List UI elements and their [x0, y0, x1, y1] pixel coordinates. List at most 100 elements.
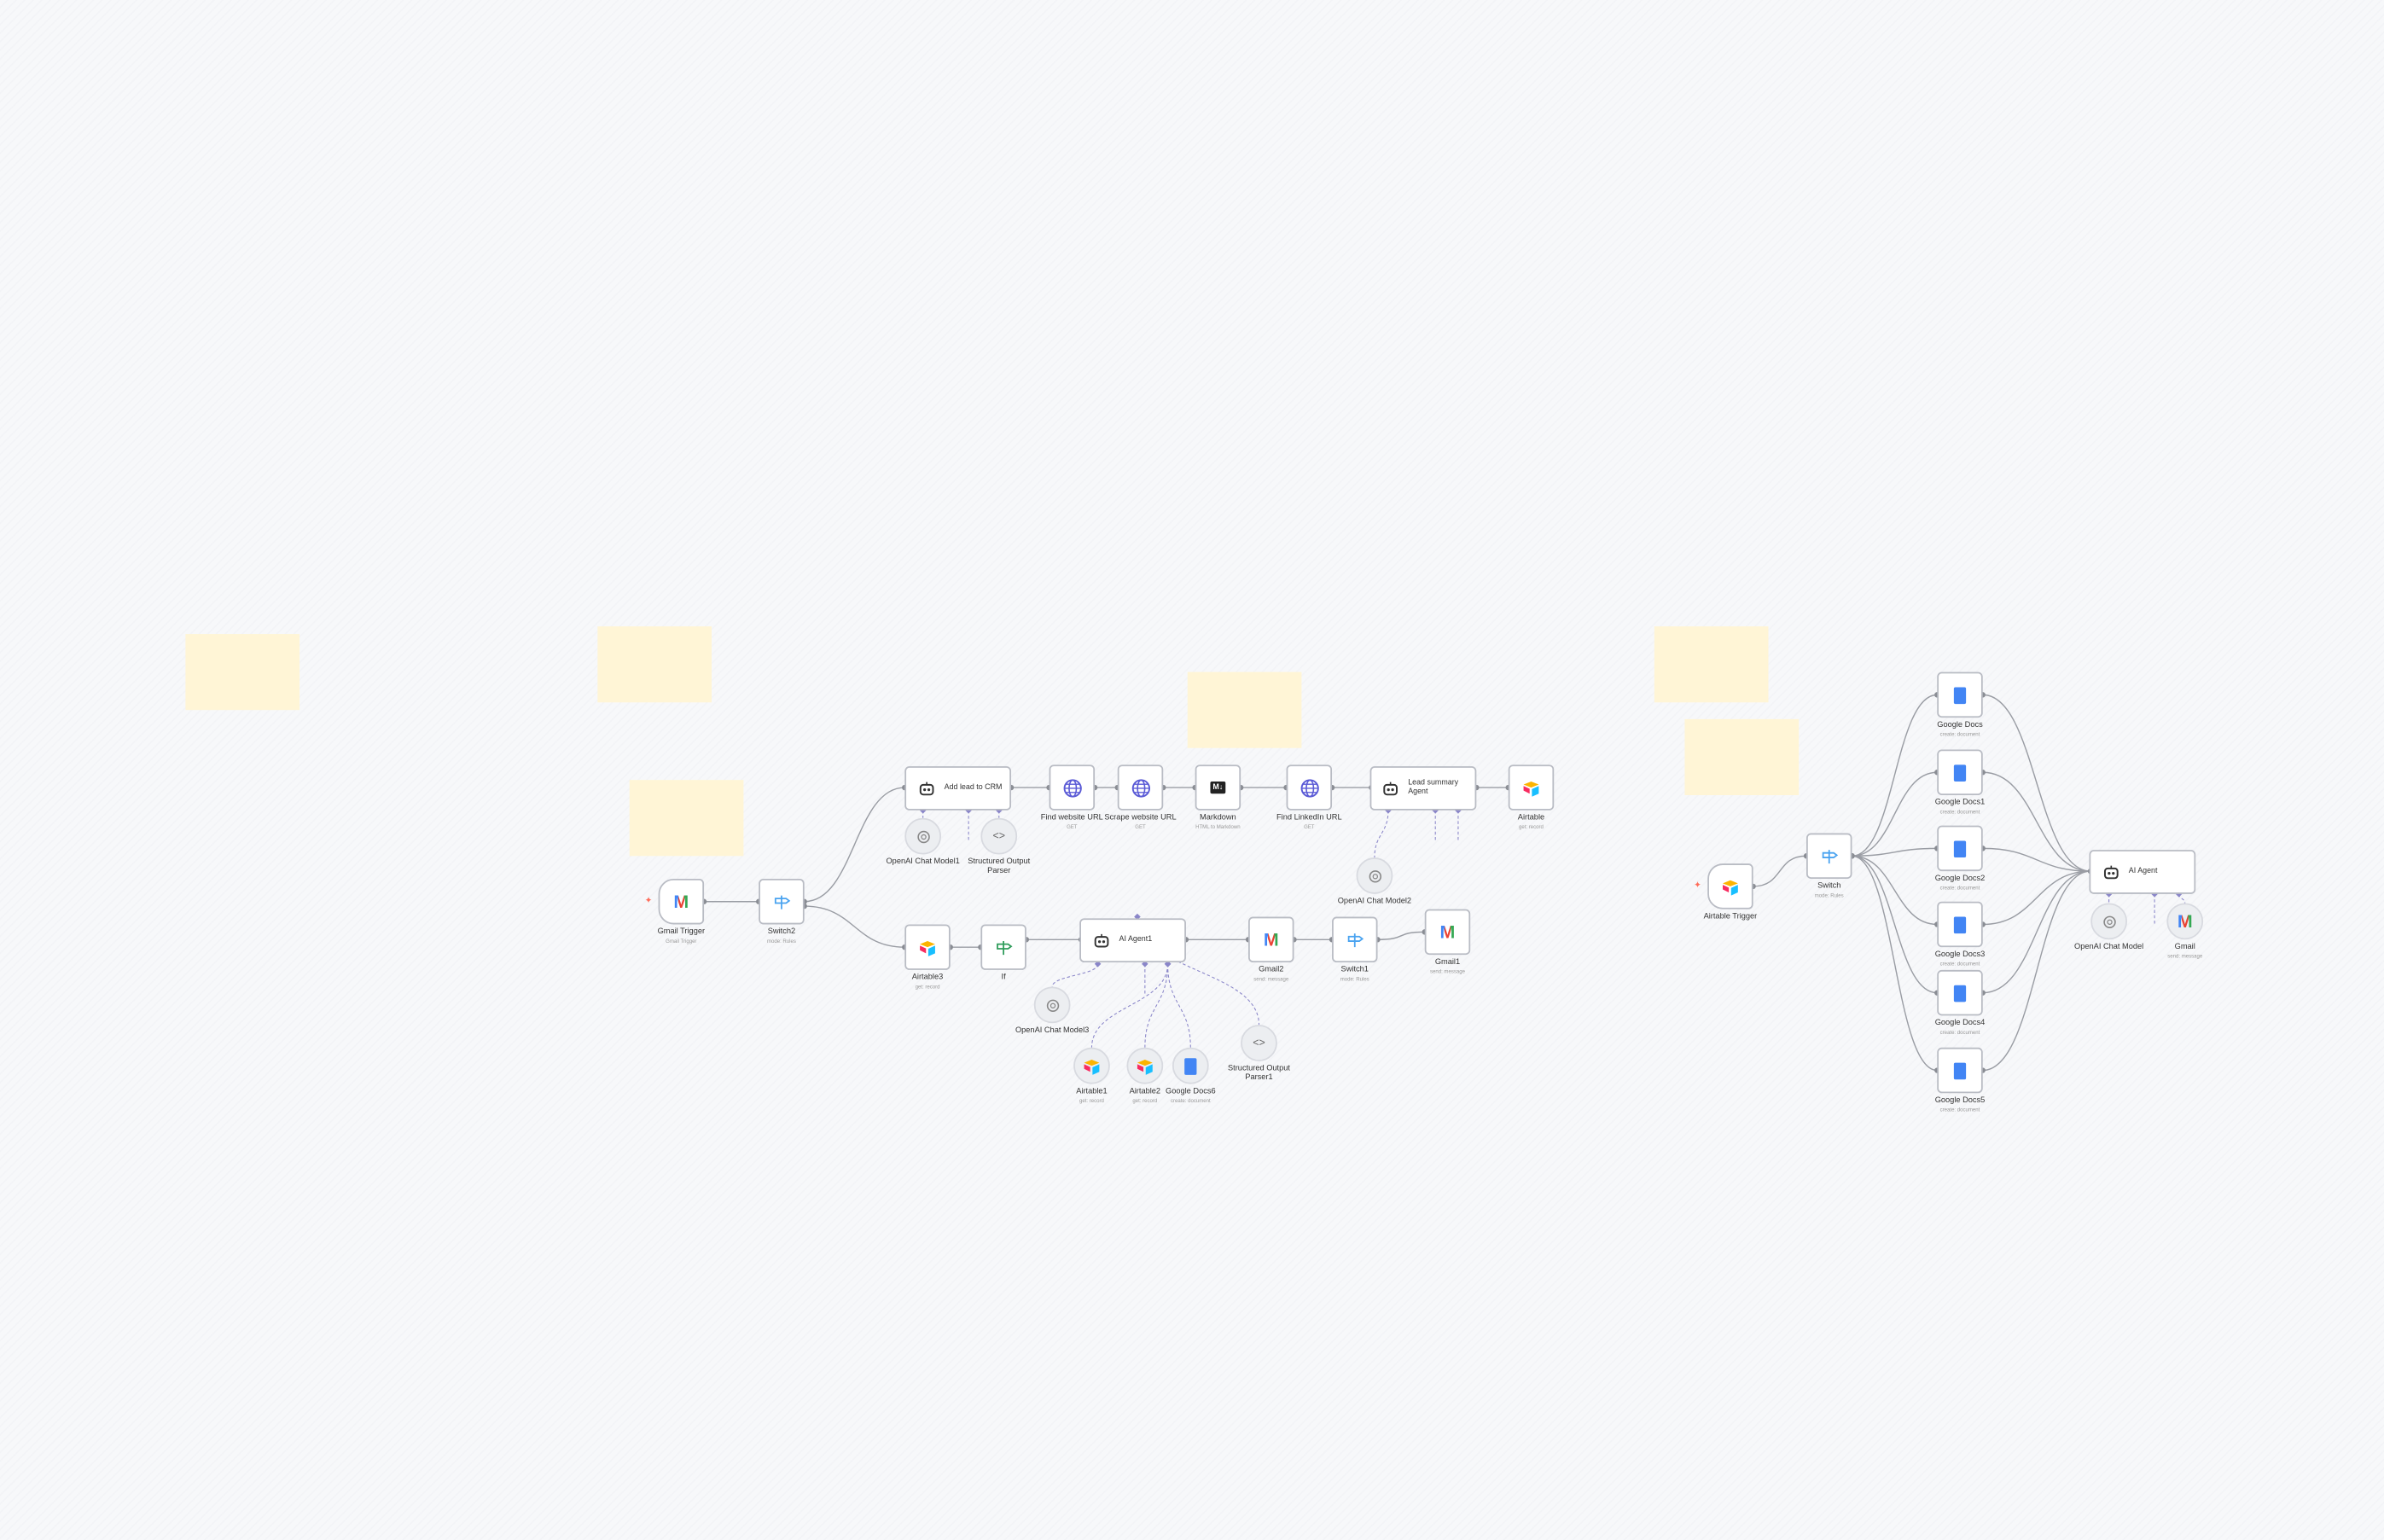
- airtable-icon: [1521, 777, 1542, 799]
- node-title: Lead summary Agent: [1408, 778, 1459, 797]
- ai-port-handle[interactable]: [1142, 961, 1148, 968]
- node-google-docs3[interactable]: [1937, 901, 1983, 948]
- node-google-docs[interactable]: [1937, 671, 1983, 718]
- ai-connection[interactable]: [1167, 963, 1191, 1048]
- airtable-icon: [1719, 875, 1741, 897]
- node-label: Airtable: [1517, 813, 1545, 823]
- connection[interactable]: [1852, 771, 1938, 857]
- node-add-lead-to-crm[interactable]: Add lead to CRM: [904, 765, 1012, 810]
- node-subtitle: get: record: [1519, 823, 1544, 830]
- connection[interactable]: [1753, 855, 1807, 887]
- node-subtitle: create: document: [1939, 1029, 1980, 1036]
- google-docs-icon: [1950, 684, 1971, 706]
- connection[interactable]: [1852, 855, 1938, 1072]
- airtable-icon: [1081, 1055, 1102, 1077]
- google-docs-icon: [1950, 762, 1971, 783]
- node-label: If: [1001, 973, 1006, 983]
- ai-port-handle[interactable]: [1094, 961, 1102, 968]
- node-gmail1[interactable]: M: [1424, 909, 1471, 956]
- connection[interactable]: [1982, 694, 2091, 872]
- sticky-note[interactable]: [1684, 718, 1800, 795]
- connection[interactable]: [804, 787, 905, 903]
- connection[interactable]: [1982, 870, 2091, 926]
- node-subtitle: GET: [1067, 823, 1078, 830]
- gmail-icon: M: [2177, 910, 2193, 933]
- connection[interactable]: [1982, 847, 2091, 872]
- node-switch1[interactable]: [1332, 916, 1378, 963]
- node-switch2[interactable]: [759, 878, 805, 925]
- connection[interactable]: [1852, 855, 1938, 994]
- connection[interactable]: [1982, 870, 2091, 994]
- node-label: Google Docs4: [1934, 1018, 1986, 1028]
- sticky-note[interactable]: [597, 626, 712, 703]
- node-google-docs6[interactable]: [1172, 1047, 1209, 1084]
- node-ai-agent[interactable]: AI Agent: [2089, 849, 2196, 893]
- node-label: Google Docs: [1937, 720, 1983, 730]
- node-if[interactable]: [980, 924, 1026, 970]
- node-find-website-url[interactable]: [1049, 764, 1096, 811]
- node-lead-summary-agent[interactable]: Lead summary Agent: [1369, 765, 1477, 810]
- connection[interactable]: [1982, 870, 2091, 1072]
- node-google-docs4[interactable]: [1937, 969, 1983, 1016]
- node-label: Structured Output Parser: [968, 857, 1031, 876]
- ai-port-handle[interactable]: [1164, 961, 1172, 968]
- connection[interactable]: [804, 905, 905, 948]
- sticky-note[interactable]: [1654, 626, 1769, 703]
- node-google-docs1[interactable]: [1937, 749, 1983, 795]
- sticky-note[interactable]: [1187, 671, 1302, 748]
- node-find-linkedin-url[interactable]: [1286, 764, 1333, 811]
- code-icon: <>: [992, 830, 1006, 842]
- node-airtable[interactable]: [1508, 764, 1555, 811]
- node-subtitle: create: document: [1939, 885, 1980, 892]
- openai-icon: [1042, 994, 1063, 1015]
- google-docs-icon: [1180, 1055, 1201, 1077]
- ai-connection[interactable]: [1051, 963, 1099, 987]
- airtable-icon: [1134, 1055, 1155, 1077]
- switch-icon: [770, 891, 792, 912]
- connection[interactable]: [1377, 931, 1425, 940]
- ai-connection[interactable]: [1144, 963, 1169, 1048]
- node-openai-chat-model2[interactable]: [1356, 857, 1393, 894]
- node-airtable-trigger[interactable]: [1707, 863, 1753, 909]
- node-switch[interactable]: [1806, 833, 1852, 879]
- connection[interactable]: [1852, 847, 1938, 857]
- node-label: Gmail: [2174, 942, 2195, 952]
- robot-icon: [916, 777, 937, 799]
- node-label: Switch1: [1340, 965, 1369, 975]
- node-structured-output-parser1[interactable]: <>: [1241, 1025, 1277, 1061]
- node-openai-chat-model1[interactable]: [904, 817, 942, 855]
- ai-connection[interactable]: [1137, 916, 1260, 1026]
- node-openai-chat-model3[interactable]: [1033, 986, 1071, 1024]
- google-docs-icon: [1950, 982, 1971, 1003]
- ai-connection[interactable]: [1090, 963, 1169, 1048]
- node-subtitle: get: record: [1132, 1097, 1158, 1104]
- globe-icon: [1299, 777, 1320, 799]
- connection[interactable]: [1982, 771, 2091, 872]
- sticky-note[interactable]: [629, 780, 744, 857]
- connection[interactable]: [1852, 694, 1938, 857]
- sticky-note[interactable]: [185, 634, 300, 711]
- node-structured-output-parser[interactable]: <>: [980, 817, 1018, 855]
- node-title: AI Agent1: [1119, 934, 1153, 944]
- node-gmail[interactable]: M: [2166, 903, 2204, 940]
- node-subtitle: mode: Rules: [766, 938, 796, 944]
- node-scrape-website-url[interactable]: [1117, 764, 1164, 811]
- ai-connection[interactable]: [1374, 810, 1389, 858]
- node-gmail-trigger[interactable]: M: [658, 878, 705, 925]
- connection[interactable]: [1852, 855, 1938, 926]
- node-gmail2[interactable]: M: [1248, 916, 1294, 963]
- node-airtable1[interactable]: [1073, 1047, 1110, 1084]
- node-subtitle: create: document: [1939, 1107, 1980, 1113]
- openai-icon: [2098, 910, 2119, 932]
- node-airtable3[interactable]: [904, 924, 951, 970]
- node-subtitle: send: message: [2167, 953, 2203, 960]
- node-label: Scrape website URL: [1104, 813, 1177, 823]
- node-subtitle: create: document: [1939, 961, 1980, 968]
- node-ai-agent1[interactable]: AI Agent1: [1079, 917, 1186, 962]
- node-markdown[interactable]: M↓: [1195, 764, 1241, 811]
- node-airtable2[interactable]: [1126, 1047, 1164, 1084]
- node-google-docs5[interactable]: [1937, 1047, 1983, 1094]
- node-google-docs2[interactable]: [1937, 825, 1983, 872]
- node-openai-chat-model[interactable]: [2090, 903, 2128, 940]
